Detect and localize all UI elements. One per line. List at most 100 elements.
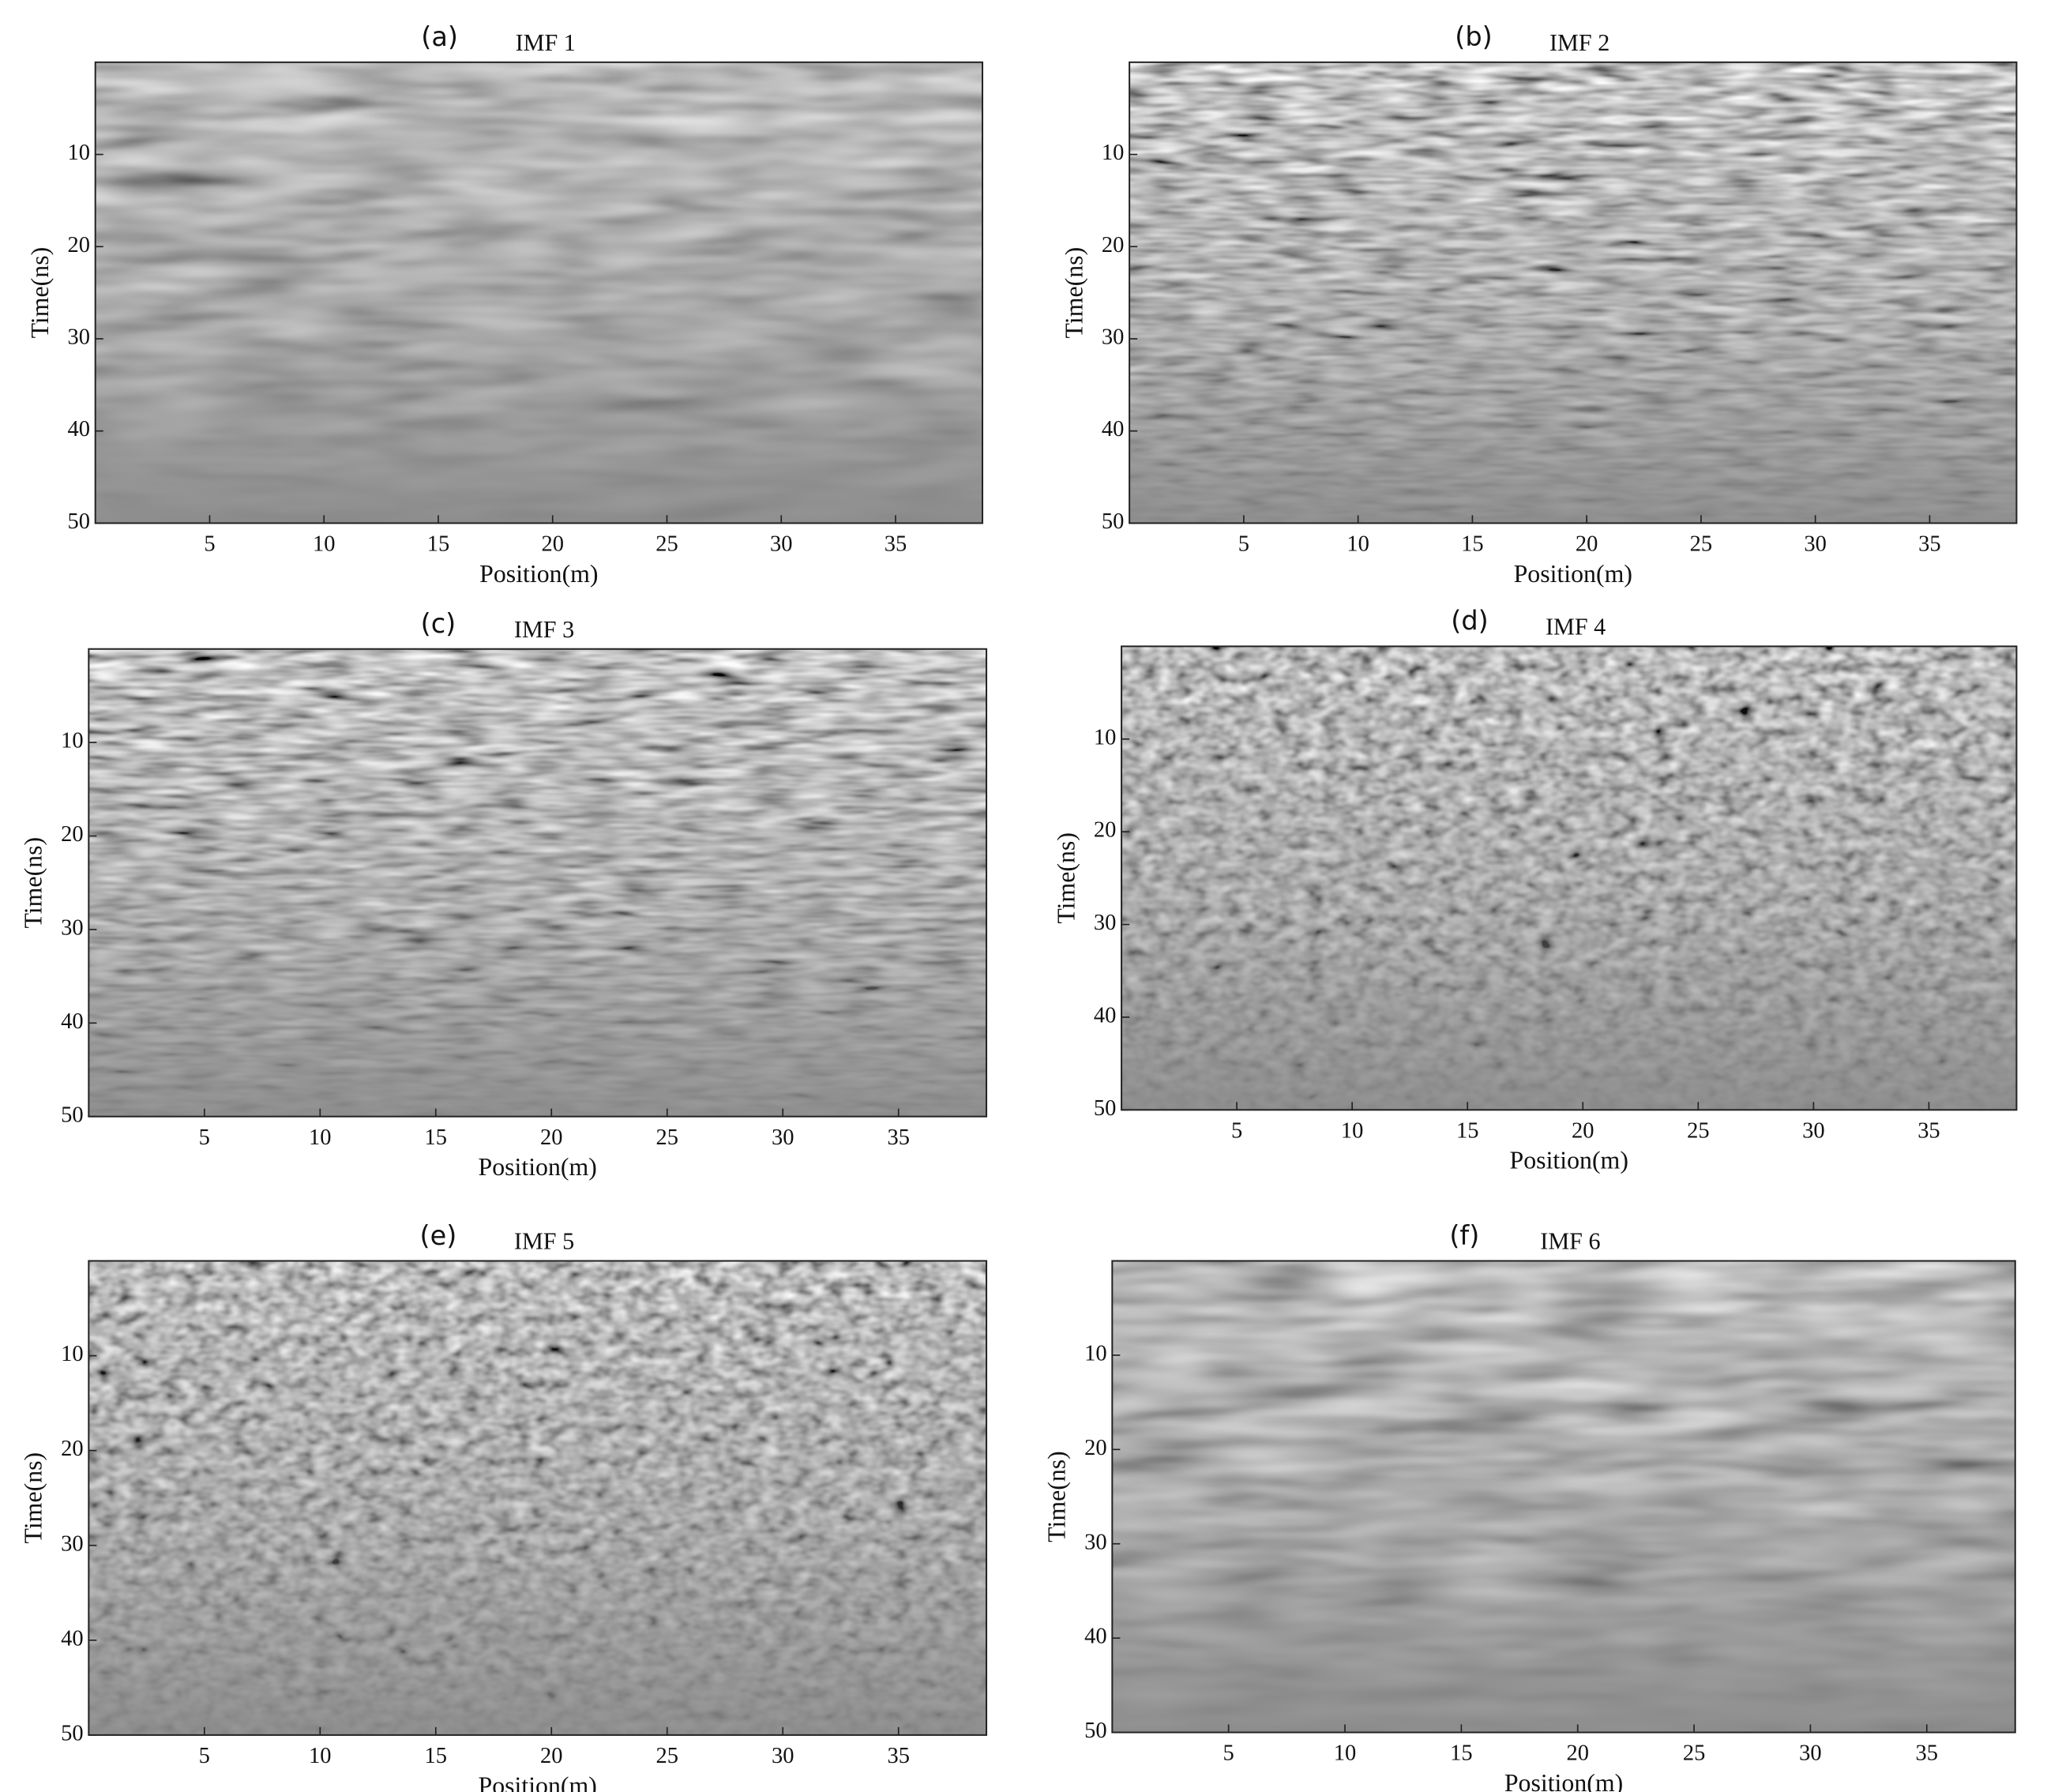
plot-frame [88,648,988,1118]
x-tick-label: 30 [1799,1741,1821,1766]
panel-label: (b) [1455,21,1492,52]
y-tick-label: 40 [68,417,90,441]
y-tick-label: 40 [1084,1625,1106,1649]
y-tick-label: 40 [1102,417,1124,441]
x-axis-label: Position(m) [479,1771,597,1792]
radargram-fade [95,62,983,524]
x-tick-label: 30 [770,532,792,556]
y-tick-label: 50 [1084,1719,1106,1743]
plot-frame [1129,61,2018,524]
panel-title: IMF 4 [1546,614,1606,641]
y-tick-label: 50 [61,1721,83,1745]
x-tick-label: 15 [427,532,449,556]
x-tick-label: 30 [1802,1118,1824,1143]
y-tick-label: 10 [61,1342,83,1366]
x-tick-label: 10 [1341,1118,1363,1143]
panel-label: (e) [420,1220,457,1251]
y-tick-label: 30 [61,1531,83,1556]
y-tick-label: 40 [1094,1003,1116,1027]
y-tick-label: 20 [1084,1436,1106,1460]
y-tick-label: 20 [61,1437,83,1461]
x-tick-label: 15 [1456,1118,1478,1143]
y-tick-label: 30 [68,325,90,350]
x-tick-label: 35 [1916,1741,1938,1766]
x-tick-label: 30 [1804,532,1826,556]
y-tick-label: 30 [1102,325,1124,350]
x-tick-label: 10 [1347,532,1369,556]
x-tick-label: 30 [772,1125,794,1150]
x-tick-label: 35 [1918,532,1940,556]
y-tick-label: 10 [1084,1341,1106,1366]
panel-title: IMF 2 [1549,29,1609,56]
x-tick-label: 20 [540,1744,562,1768]
y-axis-label: Time(ns) [26,247,54,339]
x-axis-label: Position(m) [1510,1147,1628,1174]
panel-title: IMF 5 [514,1228,574,1255]
y-tick-label: 10 [1102,141,1124,165]
x-tick-label: 35 [1917,1118,1940,1143]
radargram-fade [88,1260,987,1735]
x-tick-label: 15 [1461,532,1483,556]
panel-title: IMF 6 [1540,1228,1600,1255]
plot-frame [94,61,984,524]
y-tick-label: 30 [1094,911,1116,935]
x-tick-label: 5 [1231,1118,1242,1143]
radargram-fade [1129,62,2017,524]
x-tick-label: 35 [885,532,907,556]
x-tick-label: 5 [199,1744,210,1768]
panel: 5 10 15 20 25 30 35 10 20 30 40 50 (d) IMF 4 Position(… [1052,606,2018,1174]
panel: 5 10 15 20 25 30 35 10 20 30 40 50 (b) IMF 2 Position(… [1060,21,2018,588]
x-tick-label: 20 [1576,532,1598,556]
x-tick-label: 20 [1572,1118,1594,1143]
y-tick-label: 10 [61,729,83,753]
y-tick-label: 50 [1102,509,1124,534]
y-tick-label: 20 [1102,233,1124,257]
plot-frame [88,1260,988,1736]
y-tick-label: 50 [61,1103,83,1127]
panel-title: IMF 3 [514,616,574,643]
y-tick-label: 20 [1094,818,1116,843]
x-tick-label: 10 [309,1744,331,1768]
radargram-fade [1121,646,2017,1110]
x-tick-label: 20 [541,532,563,556]
x-axis-label: Position(m) [1514,560,1632,588]
radargram-fade [1112,1260,2015,1733]
panel-title: IMF 1 [516,29,576,56]
x-tick-label: 25 [656,1744,678,1768]
y-tick-label: 10 [68,141,90,165]
x-tick-label: 5 [1223,1741,1234,1766]
x-tick-label: 10 [313,532,335,556]
panel: 5 10 15 20 25 30 35 10 20 30 40 50 (c) IMF 3 Position(… [20,608,988,1181]
y-tick-label: 20 [61,822,83,847]
y-tick-label: 30 [61,915,83,940]
x-tick-label: 15 [425,1744,447,1768]
x-tick-label: 20 [540,1125,562,1150]
y-axis-label: Time(ns) [1052,832,1080,924]
y-tick-label: 50 [1094,1096,1116,1121]
x-tick-label: 25 [655,532,678,556]
x-tick-label: 5 [199,1125,210,1150]
x-tick-label: 25 [1683,1741,1705,1766]
x-tick-label: 30 [772,1744,794,1768]
y-tick-label: 20 [68,233,90,257]
y-axis-label: Time(ns) [20,837,47,929]
x-tick-label: 10 [1334,1741,1356,1766]
panel-label: (c) [421,608,456,639]
plot-frame [1111,1260,2016,1734]
x-tick-label: 15 [1450,1741,1472,1766]
x-tick-label: 35 [887,1744,909,1768]
panel: 5 10 15 20 25 30 35 10 20 30 40 50 (a) IMF 1 Position(… [26,21,984,588]
x-tick-label: 15 [425,1125,447,1150]
y-axis-label: Time(ns) [20,1452,47,1544]
y-tick-label: 10 [1094,725,1116,749]
x-tick-label: 35 [887,1125,909,1150]
y-axis-label: Time(ns) [1043,1451,1071,1542]
panel: 5 10 15 20 25 30 35 10 20 30 40 50 (f) IMF 6 Position(… [1043,1220,2016,1792]
y-tick-label: 50 [68,509,90,534]
x-axis-label: Position(m) [479,560,598,588]
panel-label: (d) [1451,606,1488,637]
x-tick-label: 20 [1566,1741,1588,1766]
y-tick-label: 40 [61,1009,83,1034]
x-tick-label: 25 [1687,1118,1709,1143]
